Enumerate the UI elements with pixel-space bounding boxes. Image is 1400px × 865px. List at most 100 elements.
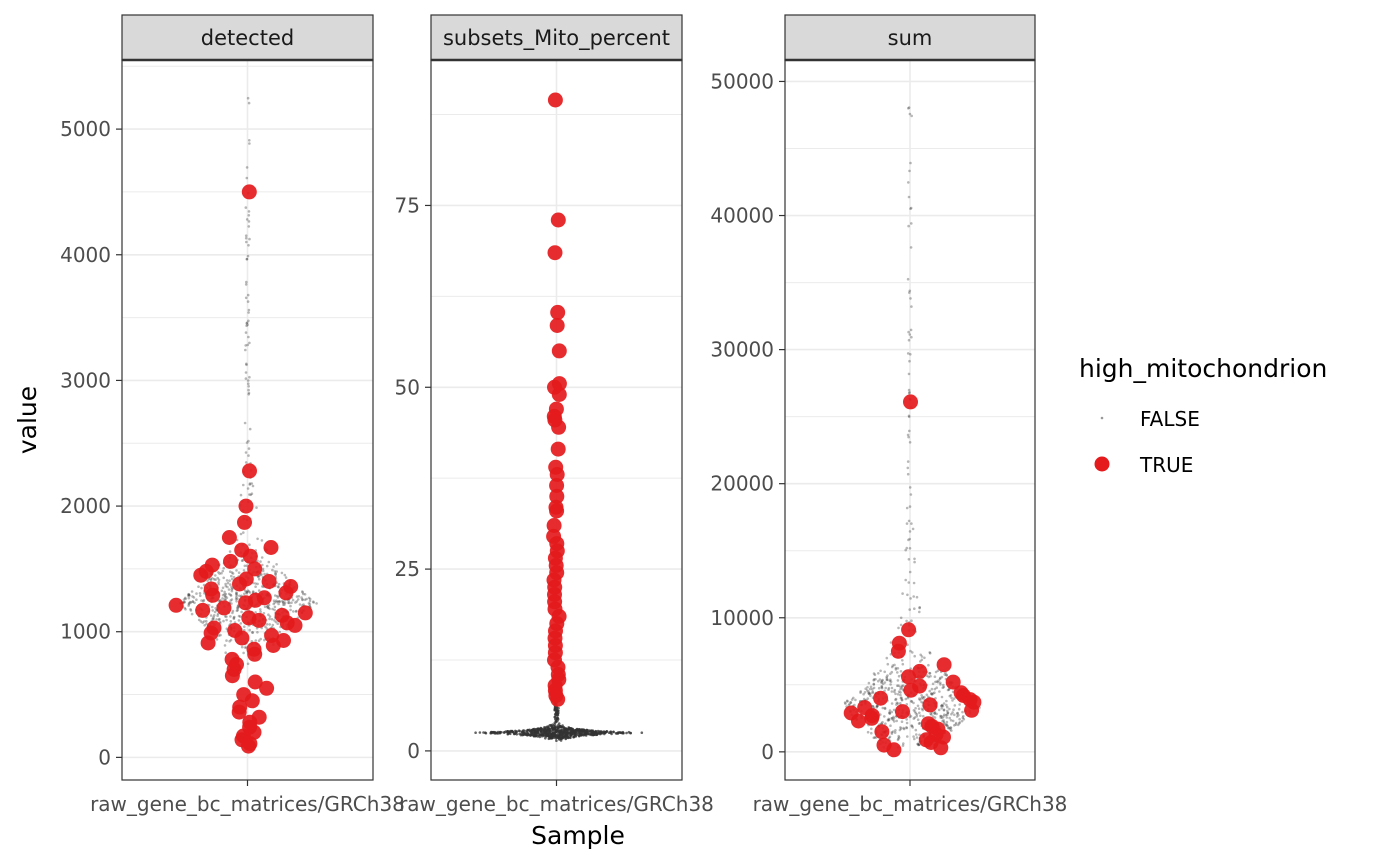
false-point bbox=[939, 716, 943, 719]
true-point bbox=[263, 540, 279, 555]
false-point bbox=[942, 720, 946, 724]
false-point bbox=[275, 594, 279, 598]
false-point bbox=[894, 666, 898, 670]
false-point bbox=[947, 726, 950, 730]
y-tick-label: 0 bbox=[407, 739, 420, 763]
true-point bbox=[200, 635, 216, 651]
false-point bbox=[921, 695, 924, 699]
true-point bbox=[241, 738, 256, 754]
false-point bbox=[881, 678, 884, 682]
false-point bbox=[230, 585, 233, 589]
false-point bbox=[554, 730, 558, 733]
false-point bbox=[217, 580, 220, 584]
facet-detected: detected 0 1000 2000 3000 4000 5000 raw_gene_bc… bbox=[60, 14, 405, 816]
false-point bbox=[906, 593, 909, 597]
true-point bbox=[873, 690, 889, 706]
false-point bbox=[950, 712, 953, 716]
x-tick-label: raw_gene_bc_matrices/GRCh38 bbox=[399, 792, 714, 816]
false-point bbox=[930, 693, 934, 696]
false-point bbox=[867, 681, 871, 685]
false-point bbox=[900, 684, 904, 688]
false-point bbox=[247, 210, 251, 213]
false-point bbox=[549, 732, 552, 735]
false-point bbox=[267, 613, 270, 616]
false-point bbox=[904, 548, 907, 552]
false-point bbox=[870, 731, 873, 735]
false-point bbox=[922, 714, 925, 718]
false-point bbox=[923, 656, 926, 660]
false-point bbox=[945, 724, 948, 727]
false-point bbox=[278, 600, 282, 603]
false-point bbox=[930, 713, 933, 716]
false-point bbox=[292, 610, 295, 613]
false-point bbox=[246, 662, 250, 666]
false-point bbox=[863, 691, 867, 694]
false-point bbox=[235, 609, 239, 613]
false-point bbox=[906, 466, 910, 470]
false-point bbox=[899, 726, 902, 729]
false-point bbox=[250, 492, 254, 496]
false-point bbox=[885, 678, 889, 682]
false-point bbox=[301, 598, 304, 601]
false-point bbox=[291, 598, 295, 602]
false-point bbox=[224, 582, 227, 586]
false-point bbox=[554, 717, 557, 721]
false-point bbox=[914, 728, 918, 732]
false-point bbox=[250, 640, 254, 643]
false-point bbox=[883, 715, 886, 718]
false-point bbox=[273, 619, 276, 622]
false-point bbox=[242, 569, 246, 572]
false-point bbox=[199, 620, 203, 623]
false-point bbox=[276, 585, 280, 588]
false-point bbox=[907, 435, 910, 439]
true-point bbox=[551, 343, 567, 359]
false-point bbox=[255, 506, 258, 510]
false-point bbox=[877, 672, 880, 675]
false-point bbox=[620, 731, 623, 735]
false-point bbox=[213, 610, 217, 614]
false-point bbox=[884, 686, 887, 690]
false-point bbox=[939, 683, 942, 686]
false-point bbox=[958, 721, 962, 724]
false-point bbox=[908, 547, 912, 550]
false-point bbox=[217, 583, 220, 586]
false-point bbox=[879, 669, 882, 673]
false-point bbox=[218, 617, 221, 621]
false-point bbox=[297, 595, 301, 598]
false-point bbox=[892, 708, 896, 712]
false-point bbox=[188, 594, 191, 597]
false-point bbox=[562, 726, 566, 729]
false-point bbox=[896, 684, 899, 687]
false-point bbox=[221, 597, 224, 600]
false-point bbox=[195, 592, 198, 595]
true-point bbox=[903, 394, 918, 410]
false-point bbox=[961, 710, 964, 714]
false-point bbox=[962, 717, 966, 721]
false-point bbox=[221, 593, 225, 597]
false-point bbox=[907, 181, 910, 184]
true-point bbox=[890, 643, 906, 659]
false-point bbox=[247, 220, 251, 223]
false-point bbox=[199, 594, 202, 598]
false-point bbox=[888, 711, 891, 714]
false-point bbox=[214, 574, 217, 577]
false-point bbox=[913, 716, 917, 719]
false-point bbox=[301, 598, 304, 602]
false-point bbox=[227, 592, 231, 596]
y-tick-label: 0 bbox=[98, 745, 111, 769]
false-point bbox=[910, 699, 913, 703]
false-point bbox=[928, 651, 932, 655]
false-point bbox=[543, 729, 547, 732]
false-point bbox=[908, 537, 911, 541]
false-point bbox=[263, 638, 266, 642]
false-point bbox=[887, 718, 891, 721]
false-point bbox=[880, 680, 883, 684]
false-point bbox=[844, 702, 847, 705]
false-point bbox=[909, 493, 913, 496]
false-point bbox=[900, 698, 904, 701]
false-point bbox=[277, 582, 281, 586]
false-point bbox=[880, 679, 884, 683]
true-point bbox=[936, 657, 952, 673]
false-point bbox=[231, 609, 235, 613]
false-point bbox=[897, 734, 900, 738]
